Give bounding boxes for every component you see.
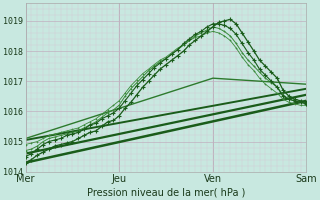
X-axis label: Pression niveau de la mer( hPa ): Pression niveau de la mer( hPa ) — [87, 187, 245, 197]
